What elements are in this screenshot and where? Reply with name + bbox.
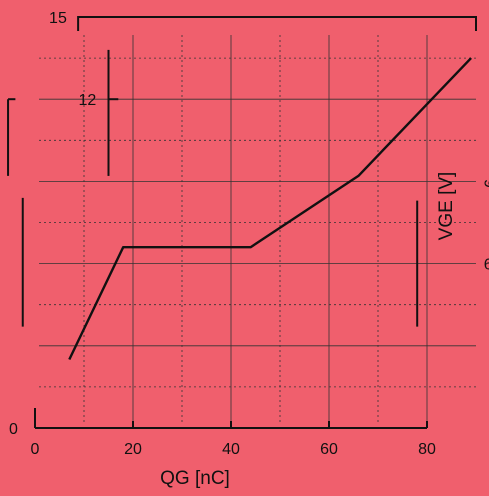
x-tick-label: 20 xyxy=(124,441,142,458)
y-tick-label-left: 12 xyxy=(78,92,96,109)
x-tick-label: 60 xyxy=(320,441,338,458)
tick-labels: 0 20 40 60 80 0 12 15 6 9 xyxy=(9,10,489,458)
y-axis-title: VGE [V] xyxy=(436,172,457,241)
y-tick-label-left: 15 xyxy=(49,10,67,27)
y-tick-label-right: 6 xyxy=(484,257,489,274)
series-layer xyxy=(68,57,472,361)
vge-curve xyxy=(68,57,472,361)
x-tick-label: 0 xyxy=(31,441,40,458)
y-tick-label-right: 9 xyxy=(480,179,489,188)
top-border xyxy=(77,16,477,31)
x-axis-title: QG [nC] xyxy=(160,468,230,489)
x-tick-label: 80 xyxy=(418,441,436,458)
grid-layer xyxy=(39,35,476,422)
y-tick-label-left: 0 xyxy=(9,421,18,438)
x-tick-label: 40 xyxy=(222,441,240,458)
plot-frame xyxy=(7,16,477,429)
